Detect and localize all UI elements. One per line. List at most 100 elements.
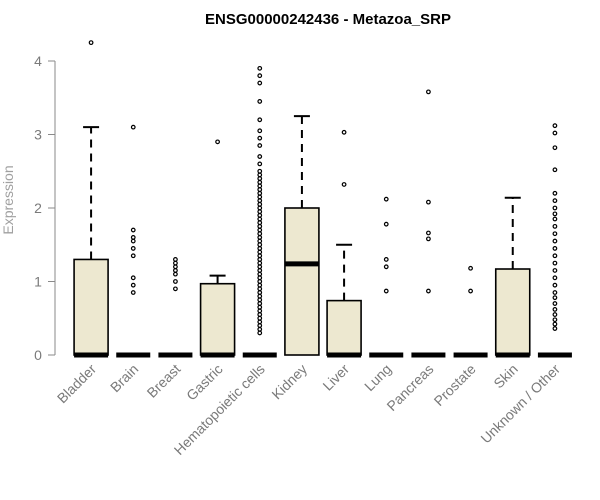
outlier-point xyxy=(173,264,178,270)
x-tick-label: Kidney xyxy=(268,361,310,403)
y-tick-label: 1 xyxy=(34,274,42,290)
outlier-point xyxy=(552,260,558,266)
outlier-point xyxy=(257,172,263,178)
box-kidney xyxy=(284,115,320,356)
outlier-point xyxy=(257,268,263,273)
outlier-point xyxy=(426,89,431,95)
outlier-point xyxy=(552,268,558,273)
outlier-point xyxy=(257,238,263,244)
chart-title: ENSG00000242436 - Metazoa_SRP xyxy=(205,11,451,28)
outlier-point xyxy=(552,253,558,259)
box-gastric xyxy=(199,139,236,358)
outlier-point xyxy=(257,264,263,270)
outlier-point xyxy=(552,275,558,281)
box-body xyxy=(326,299,362,356)
outlier-point xyxy=(257,282,263,288)
box-hematopoietic-cells xyxy=(242,65,277,358)
outlier-point xyxy=(257,260,263,266)
outlier-point xyxy=(257,220,263,226)
outlier-point xyxy=(173,268,178,273)
outlier-point xyxy=(257,176,263,182)
outlier-point xyxy=(257,168,263,174)
outlier-point xyxy=(257,323,263,329)
box-body xyxy=(494,268,531,356)
outlier-point xyxy=(257,279,263,284)
box-pancreas xyxy=(411,89,446,358)
outlier-point xyxy=(257,253,263,259)
y-tick-label: 3 xyxy=(34,127,42,143)
x-tick-label: Lung xyxy=(361,361,394,394)
x-tick-label: Skin xyxy=(490,361,521,392)
outlier-point xyxy=(552,238,558,244)
outlier-point xyxy=(468,288,473,294)
outlier-point xyxy=(552,216,558,222)
outlier-point xyxy=(257,135,263,141)
outlier-point xyxy=(552,295,558,301)
outlier-point xyxy=(426,288,431,294)
outlier-point xyxy=(257,319,263,325)
outlier-point xyxy=(257,161,263,167)
outlier-point xyxy=(257,275,263,281)
x-tick-label: Unknown / Other xyxy=(477,361,563,447)
outlier-point xyxy=(468,265,473,271)
outlier-point xyxy=(257,330,263,336)
outlier-point xyxy=(257,304,263,310)
outlier-point xyxy=(552,312,558,317)
outlier-point xyxy=(257,271,263,277)
outlier-point xyxy=(552,321,558,327)
outlier-point xyxy=(426,199,431,205)
y-axis-title: Expression xyxy=(0,165,16,234)
outlier-point xyxy=(257,209,263,215)
outlier-point xyxy=(257,80,263,86)
outlier-point xyxy=(257,286,263,292)
outlier-point xyxy=(257,117,263,123)
outlier-point xyxy=(130,275,136,281)
outlier-point xyxy=(257,99,263,104)
outlier-point xyxy=(257,201,263,207)
outlier-point xyxy=(257,246,263,251)
outlier-point xyxy=(552,167,558,173)
y-tick-label: 2 xyxy=(34,200,42,216)
outlier-point xyxy=(257,249,263,255)
outlier-point xyxy=(552,290,558,295)
outlier-point xyxy=(88,40,94,46)
outlier-point xyxy=(552,123,558,129)
box-body xyxy=(284,207,320,356)
x-tick-label: Brain xyxy=(107,361,141,395)
outlier-point xyxy=(552,326,558,331)
outlier-point xyxy=(552,317,558,323)
outlier-point xyxy=(215,139,220,145)
outlier-point xyxy=(552,246,558,251)
outlier-point xyxy=(257,154,263,159)
outlier-point xyxy=(257,205,263,211)
outlier-point xyxy=(257,297,263,303)
outlier-point xyxy=(383,288,389,294)
outlier-point xyxy=(552,301,558,306)
outlier-point xyxy=(130,282,136,288)
outlier-point xyxy=(257,293,263,299)
outlier-point xyxy=(257,234,263,240)
outlier-point xyxy=(552,231,558,237)
outlier-point xyxy=(173,260,178,266)
outlier-point xyxy=(257,73,263,79)
box-body xyxy=(199,282,236,356)
outlier-point xyxy=(173,271,178,277)
y-tick-label: 4 xyxy=(34,53,42,69)
outlier-point xyxy=(173,279,178,284)
outlier-point xyxy=(130,234,136,240)
outlier-point xyxy=(257,212,263,218)
box-unknown-other xyxy=(537,123,572,358)
outlier-point xyxy=(257,308,263,314)
outlier-point xyxy=(552,223,558,229)
box-body xyxy=(73,258,109,356)
outlier-point xyxy=(426,236,431,242)
outlier-point xyxy=(257,216,263,222)
box-liver xyxy=(326,129,362,358)
outlier-point xyxy=(552,198,558,204)
outlier-point xyxy=(426,230,431,236)
y-tick-label: 0 xyxy=(34,347,42,363)
outlier-point xyxy=(257,65,263,71)
box-skin xyxy=(494,196,531,358)
box-brain xyxy=(116,124,151,358)
outlier-point xyxy=(173,286,178,292)
